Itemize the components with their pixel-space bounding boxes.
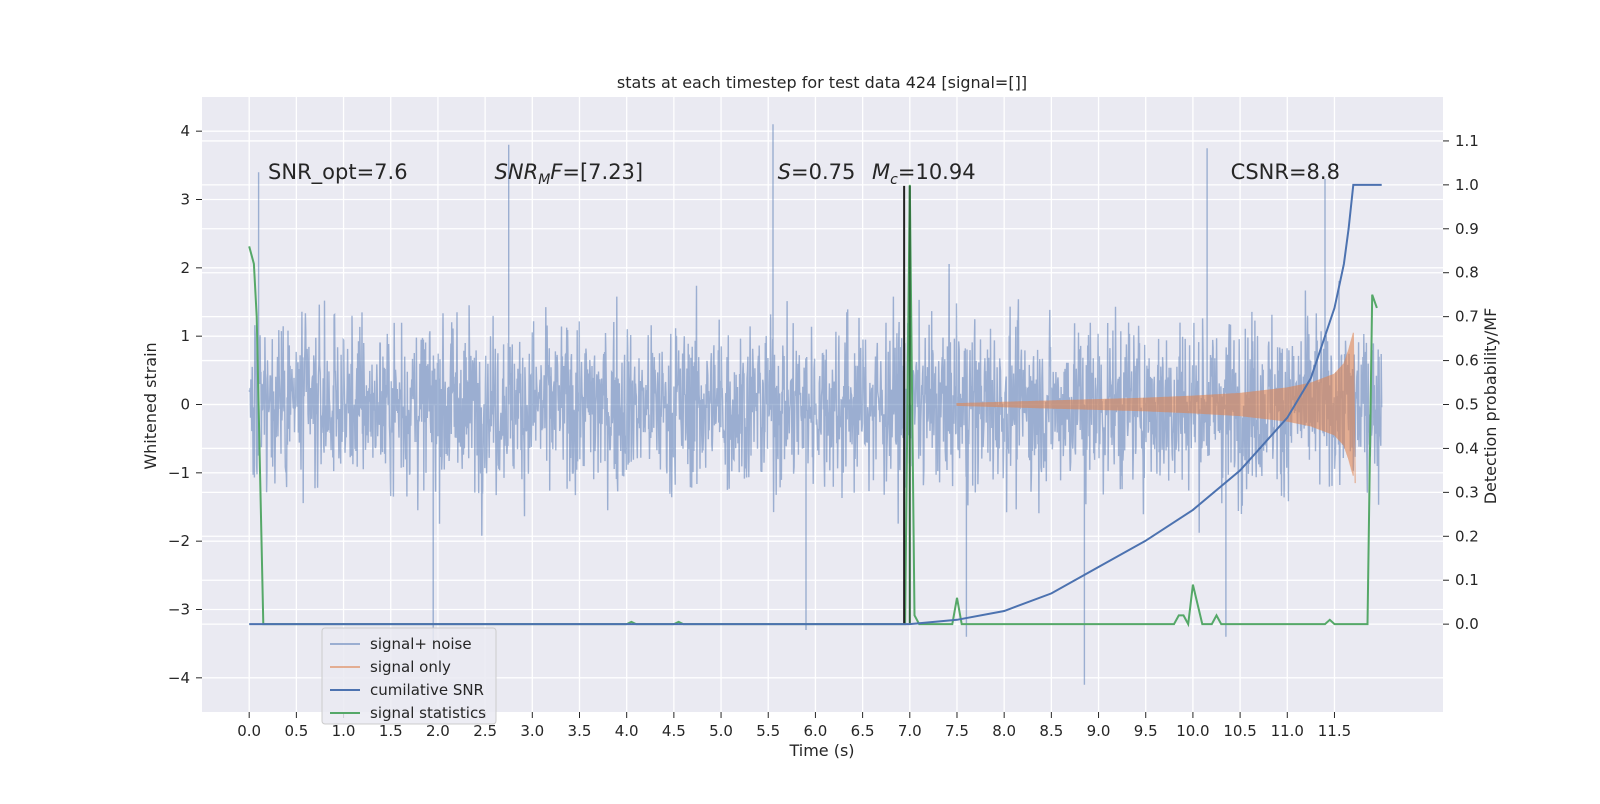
x-tick-label: 2.5 bbox=[473, 722, 497, 740]
legend-label: signal statistics bbox=[370, 704, 486, 722]
y-left-axis-title: Whitened strain bbox=[141, 342, 160, 469]
y-right-tick-label: 0.4 bbox=[1455, 439, 1479, 457]
y-right-tick-label: 1.0 bbox=[1455, 176, 1479, 194]
legend-label: signal only bbox=[370, 658, 451, 676]
y-right-tick-label: 1.1 bbox=[1455, 132, 1479, 150]
chart-title: stats at each timestep for test data 424… bbox=[617, 73, 1027, 92]
x-tick-label: 5.5 bbox=[756, 722, 780, 740]
series-group bbox=[248, 124, 1383, 685]
series-signal-noise-line bbox=[248, 124, 1383, 685]
annotation-snr-mf: SNRMF=[7.23] bbox=[495, 160, 644, 188]
x-tick-label: 8.5 bbox=[1039, 722, 1063, 740]
legend-label: signal+ noise bbox=[370, 635, 472, 653]
y-left-tick-label: −2 bbox=[168, 532, 190, 550]
y-left-tick-label: −3 bbox=[168, 601, 190, 619]
y-left-tick-label: −1 bbox=[168, 464, 190, 482]
x-tick-label: 7.5 bbox=[945, 722, 969, 740]
y-right-axis-title: Detection probability/MF bbox=[1481, 308, 1500, 505]
annotation-s-val: S=0.75 bbox=[778, 160, 856, 184]
y-right-tick-label: 0.2 bbox=[1455, 527, 1479, 545]
legend-box bbox=[321, 627, 497, 725]
x-tick-label: 4.5 bbox=[662, 722, 686, 740]
y-right-tick-label: 0.6 bbox=[1455, 352, 1479, 370]
y-left-tick-label: 2 bbox=[180, 259, 190, 277]
y-left-tick-label: 1 bbox=[180, 327, 190, 345]
x-tick-label: 0.5 bbox=[284, 722, 308, 740]
y-right-tick-label: 0.1 bbox=[1455, 571, 1479, 589]
x-tick-label: 6.5 bbox=[851, 722, 875, 740]
x-tick-label: 1.5 bbox=[379, 722, 403, 740]
plot-area: 0.0 0.5 1.0 1.5 2.0 2.5 3.0 3.5 4.0 4.5 5.0 5.5 6.0 6… bbox=[168, 97, 1479, 740]
x-axis-title: Time (s) bbox=[788, 741, 854, 760]
annotation-mc-val: Mc=10.94 bbox=[872, 160, 976, 188]
legend-label: cumilative SNR bbox=[370, 681, 484, 699]
annotation-csnr: CSNR=8.8 bbox=[1231, 160, 1340, 184]
x-tick-label: 11.0 bbox=[1271, 722, 1304, 740]
annotation-snr-opt: SNR_opt=7.6 bbox=[268, 160, 408, 185]
y-right-tick-label: 0.9 bbox=[1455, 220, 1479, 238]
series-cumulative-snr-line bbox=[249, 183, 1382, 626]
x-tick-label: 2.0 bbox=[426, 722, 450, 740]
x-tick-label: 10.0 bbox=[1176, 722, 1209, 740]
x-tick-label: 9.5 bbox=[1134, 722, 1158, 740]
x-tick-label: 6.0 bbox=[803, 722, 827, 740]
x-tick-label: 9.0 bbox=[1087, 722, 1111, 740]
x-tick-label: 4.0 bbox=[615, 722, 639, 740]
x-tick-label: 1.0 bbox=[332, 722, 356, 740]
x-tick-label: 3.0 bbox=[520, 722, 544, 740]
x-tick-label: 8.0 bbox=[992, 722, 1016, 740]
x-tick-label: 3.5 bbox=[568, 722, 592, 740]
x-tick-label: 10.5 bbox=[1223, 722, 1256, 740]
x-tick-label: 7.0 bbox=[898, 722, 922, 740]
y-left-tick-label: 3 bbox=[180, 191, 190, 209]
y-left-tick-label: −4 bbox=[168, 669, 190, 687]
x-tick-label: 11.5 bbox=[1318, 722, 1351, 740]
y-right-tick-label: 0.5 bbox=[1455, 396, 1479, 414]
y-right-tick-label: 0.7 bbox=[1455, 308, 1479, 326]
y-left-tick-label: 0 bbox=[180, 396, 190, 414]
y-right-tick-label: 0.3 bbox=[1455, 483, 1479, 501]
y-left-tick-label: 4 bbox=[180, 122, 190, 140]
x-tick-label: 5.0 bbox=[709, 722, 733, 740]
y-right-tick-label: 0.0 bbox=[1455, 615, 1479, 633]
y-right-tick-label: 0.8 bbox=[1455, 264, 1479, 282]
x-tick-label: 0.0 bbox=[237, 722, 261, 740]
legend: signal+ noise signal only cumilative SNR si… bbox=[321, 627, 497, 725]
